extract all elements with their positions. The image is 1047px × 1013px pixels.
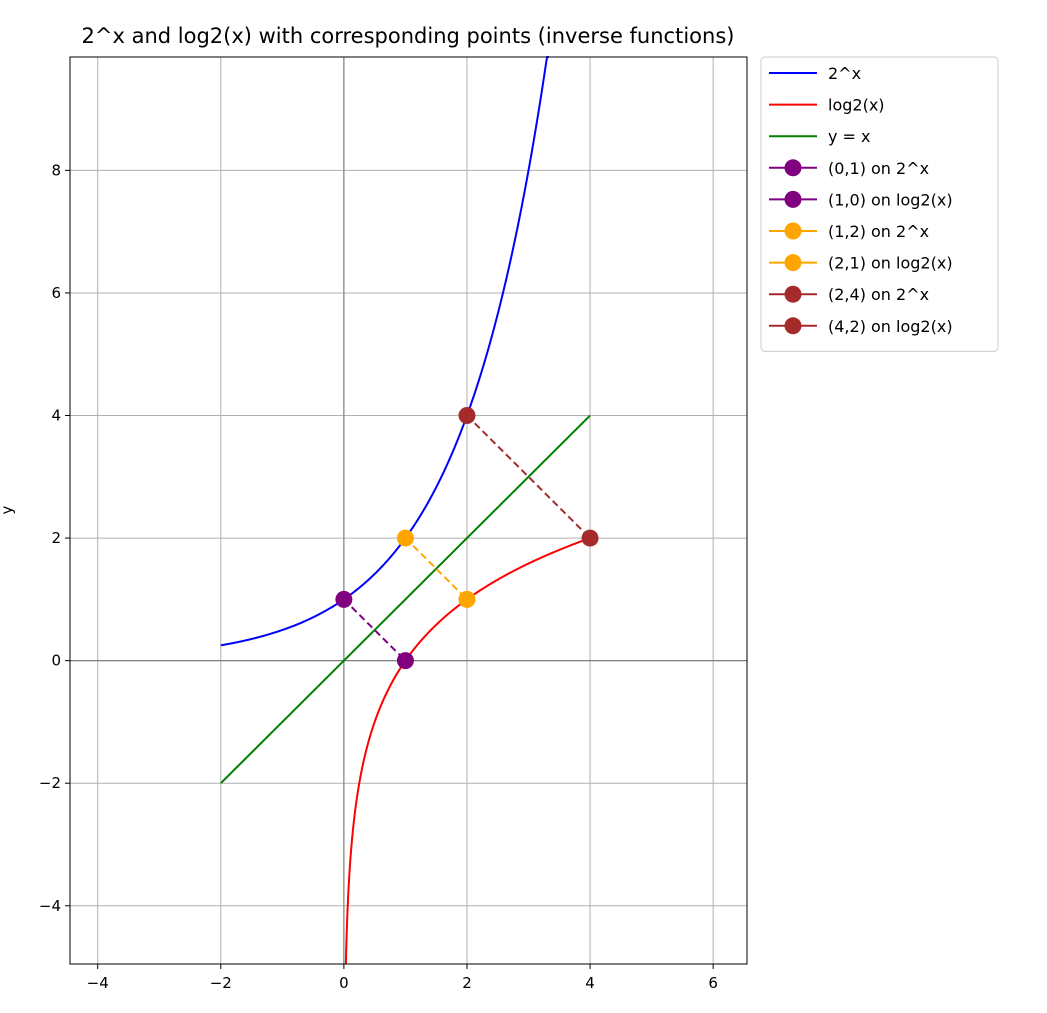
- x-tick-label: 0: [339, 974, 349, 992]
- x-tick-label: 6: [708, 974, 718, 992]
- series-line-log2-x-: [344, 537, 591, 965]
- series-line-x: [220, 414, 591, 784]
- data-point: [396, 652, 414, 670]
- legend-entry-label: (4,2) on log2(x): [828, 317, 953, 336]
- pair-connector-line: [343, 598, 407, 662]
- y-tick-label: 0: [51, 652, 61, 670]
- zero-axis-lines: [70, 57, 747, 964]
- legend-marker-swatch: [784, 159, 802, 177]
- legend-entry-label: (1,0) on log2(x): [828, 190, 953, 209]
- legend-marker-swatch: [784, 190, 802, 208]
- legend-entry-label: (2,4) on 2^x: [828, 285, 929, 304]
- legend-marker-swatch: [784, 285, 802, 303]
- x-tick-label: 4: [585, 974, 595, 992]
- legend-marker-swatch: [784, 317, 802, 335]
- x-axis-label: x: [404, 1008, 413, 1013]
- data-point: [581, 529, 599, 547]
- grid: [70, 57, 747, 964]
- y-axis-label: y: [0, 505, 16, 514]
- legend-entry-label: (2,1) on log2(x): [828, 254, 953, 273]
- pair-connector-line: [404, 537, 468, 601]
- curves: [220, 56, 591, 965]
- x-tick-label: 2: [462, 974, 472, 992]
- ticks: −4 −2 0 2 4 6 −4 −2 0 2 4 6 8: [39, 161, 718, 992]
- y-tick-label: 8: [51, 161, 61, 179]
- pair-connector-line: [466, 414, 591, 539]
- x-tick-label: −2: [210, 974, 232, 992]
- data-point: [335, 590, 353, 608]
- y-tick-label: −2: [39, 774, 61, 792]
- point-pairs: [335, 407, 599, 670]
- chart-title: 2^x and log2(x) with corresponding point…: [82, 24, 735, 48]
- y-tick-label: 6: [51, 284, 61, 302]
- legend-entry-label: log2(x): [828, 96, 885, 115]
- y-tick-label: −4: [39, 897, 61, 915]
- data-point: [458, 590, 476, 608]
- legend-marker-swatch: [784, 222, 802, 240]
- series-line-2-x: [220, 56, 549, 647]
- legend-entry-label: (0,1) on 2^x: [828, 159, 929, 178]
- data-point: [396, 529, 414, 547]
- y-tick-label: 2: [51, 529, 61, 547]
- data-point: [458, 407, 476, 425]
- legend-box: [760, 56, 999, 352]
- y-tick-label: 4: [51, 407, 61, 425]
- legend-entry-label: 2^x: [828, 64, 861, 83]
- plot-frame: [69, 56, 748, 965]
- legend-entry-label: y = x: [828, 127, 871, 146]
- legend-marker-swatch: [784, 254, 802, 272]
- legend: 2^x log2(x) y = x (0,1) on 2^x (1,0) on log2…: [760, 56, 999, 352]
- legend-entry-label: (1,2) on 2^x: [828, 222, 929, 241]
- x-tick-label: −4: [87, 974, 109, 992]
